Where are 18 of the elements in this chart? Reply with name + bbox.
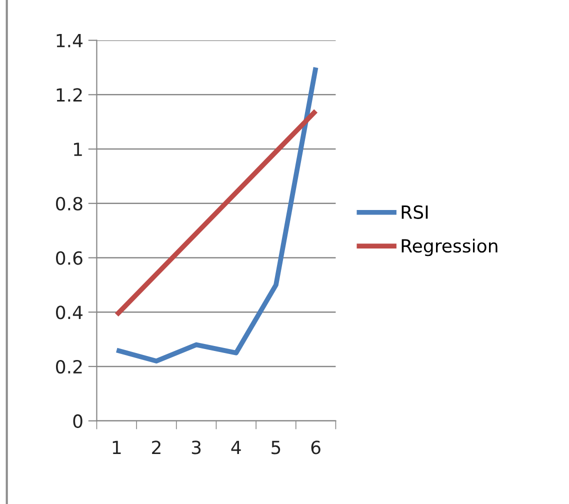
y-tick-label: 0.4 <box>56 306 83 320</box>
y-tick-label: 0.2 <box>56 360 82 374</box>
x-tick-label: 1 <box>112 440 121 454</box>
x-tick-label: 6 <box>311 440 320 454</box>
y-tick-label: 1 <box>74 142 82 156</box>
line-series <box>114 108 318 318</box>
line-series <box>114 65 318 364</box>
y-tick-label: 0.8 <box>56 196 82 211</box>
y-tick-label: 0.6 <box>56 251 82 265</box>
legend-label: Regression <box>402 238 498 256</box>
y-tick-label: 1.2 <box>56 88 82 102</box>
legend-label: RSI <box>402 205 428 219</box>
y-tick-label: 1.4 <box>56 34 83 48</box>
x-tick-label: 3 <box>192 440 201 454</box>
x-tick-label: 2 <box>152 440 160 454</box>
x-tick-label: 5 <box>272 440 280 454</box>
x-tick-label: 4 <box>231 440 241 454</box>
y-tick-label: 0 <box>73 414 82 428</box>
